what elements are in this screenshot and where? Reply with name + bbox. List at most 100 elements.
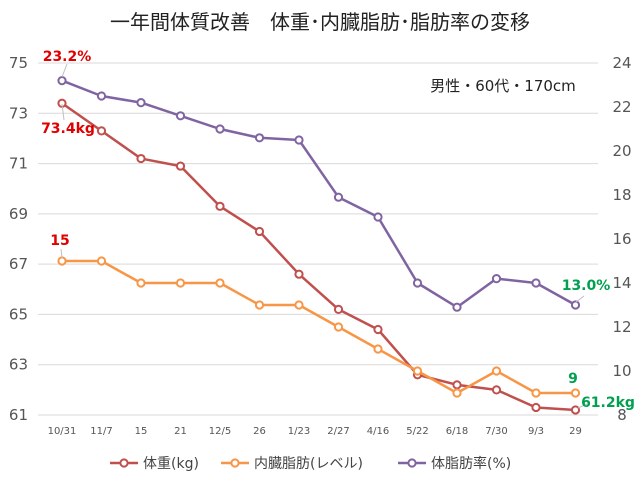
data-point-visceral — [254, 300, 265, 310]
data-point-weight — [254, 226, 265, 237]
data-point-bodyfat — [254, 133, 265, 143]
data-point-bodyfat — [412, 278, 423, 288]
x-tick-label: 6/18 — [446, 426, 468, 437]
x-tick-label: 1/23 — [288, 426, 310, 437]
data-point-visceral — [491, 366, 502, 376]
x-tick-label: 12/5 — [209, 426, 231, 437]
legend-marker-visceral — [230, 458, 240, 468]
data-point-visceral — [96, 256, 107, 266]
data-point-weight — [215, 201, 225, 211]
y-left-tick-label: 69 — [9, 205, 28, 223]
data-point-bodyfat — [96, 91, 107, 101]
x-axis: 10/31 11/7 15 21 12/5 26 1/23 2/27 4/16 5/22 6/18 7… — [48, 426, 582, 437]
data-point-visceral — [175, 278, 186, 288]
x-tick-label: 21 — [174, 426, 187, 437]
series-line-visceral — [62, 259, 576, 395]
y-left-tick-label: 73 — [9, 104, 28, 122]
y-right-tick-label: 24 — [612, 54, 631, 72]
data-point-weight — [570, 405, 581, 415]
chart-title: 一年間体質改善 体重･内臓脂肪･脂肪率の変移 — [110, 10, 530, 34]
y-right-tick-label: 20 — [612, 142, 631, 160]
x-tick-label: 4/16 — [367, 426, 389, 437]
data-point-bodyfat — [215, 124, 225, 134]
data-point-weight — [175, 161, 186, 171]
data-point-weight — [452, 380, 462, 390]
legend-marker-bodyfat — [407, 458, 417, 468]
legend-label-weight: 体重(kg) — [143, 456, 199, 472]
annotation-leader — [60, 248, 63, 259]
annotation-label: 73.4kg — [41, 121, 95, 137]
annotation-leader — [61, 103, 65, 121]
y-axis-left: 61 63 65 67 69 71 73 75 — [9, 54, 28, 424]
data-point-visceral — [570, 388, 581, 398]
data-point-bodyfat — [570, 300, 581, 310]
y-right-tick-label: 12 — [612, 318, 631, 336]
data-point-bodyfat — [333, 192, 344, 202]
legend-marker-weight — [119, 458, 129, 468]
series-line-bodyfat — [61, 79, 577, 309]
x-tick-label: 9/3 — [528, 426, 544, 437]
data-point-bodyfat — [373, 212, 383, 222]
data-point-bodyfat — [294, 135, 304, 145]
data-point-visceral — [136, 278, 146, 288]
data-point-visceral — [452, 388, 462, 398]
x-tick-label: 10/31 — [48, 426, 77, 437]
data-point-bodyfat — [57, 76, 67, 86]
data-point-visceral — [412, 366, 423, 376]
y-right-tick-label: 8 — [617, 406, 627, 424]
legend-label-visceral: 内臓脂肪(レベル) — [254, 456, 363, 472]
x-tick-label: 5/22 — [406, 426, 428, 437]
data-point-weight — [96, 126, 107, 136]
data-point-visceral — [531, 388, 541, 398]
chart-annotation-text: 男性・60代・170cm — [430, 77, 576, 95]
x-tick-label: 15 — [135, 426, 148, 437]
annotation-leader — [61, 63, 68, 78]
annotation-label: 15 — [50, 233, 69, 249]
y-axis-right: 8 10 12 14 16 18 20 22 24 — [612, 54, 631, 424]
y-left-tick-label: 67 — [9, 255, 28, 273]
annotation-label: 9 — [568, 371, 578, 387]
data-point-weight — [136, 153, 146, 164]
y-left-tick-label: 71 — [9, 155, 28, 173]
y-left-tick-label: 75 — [9, 54, 28, 72]
y-right-tick-label: 16 — [612, 230, 631, 248]
x-tick-label: 26 — [253, 426, 266, 437]
y-right-tick-label: 22 — [612, 98, 631, 116]
data-point-bodyfat — [452, 302, 462, 312]
legend-label-bodyfat: 体脂肪率(%) — [431, 455, 511, 472]
series-line-weight — [61, 102, 576, 412]
data-point-bodyfat — [136, 98, 146, 108]
data-point-weight — [373, 324, 383, 335]
data-point-visceral — [57, 256, 67, 266]
data-point-bodyfat — [531, 278, 541, 288]
series-layer — [57, 76, 581, 415]
data-point-visceral — [215, 278, 225, 288]
annotation-label: 23.2% — [43, 49, 92, 65]
data-point-bodyfat — [175, 111, 186, 121]
data-point-bodyfat — [491, 274, 502, 284]
annotation-leader — [575, 295, 585, 303]
y-left-tick-label: 61 — [9, 406, 28, 424]
data-point-weight — [531, 402, 541, 413]
data-point-weight — [294, 269, 304, 279]
data-point-visceral — [294, 300, 304, 310]
y-left-tick-label: 63 — [9, 356, 28, 374]
annotation-leader — [577, 403, 588, 409]
annotations: 23.2% 73.4kg 15 13.0% 961.2kg — [41, 49, 635, 411]
x-tick-label: 7/30 — [485, 426, 507, 437]
grid — [38, 62, 598, 416]
annotation-label: 61.2kg — [581, 395, 635, 411]
y-right-tick-label: 10 — [612, 362, 631, 380]
data-point-weight — [333, 304, 344, 314]
data-point-visceral — [373, 344, 383, 354]
legend: 体重(kg) 内臓脂肪(レベル) 体脂肪率(%) — [110, 455, 511, 472]
data-point-weight — [491, 385, 502, 395]
x-tick-label: 2/27 — [327, 426, 349, 437]
annotation-label: 13.0% — [562, 278, 611, 294]
y-right-tick-label: 18 — [612, 186, 631, 204]
x-tick-label: 11/7 — [90, 426, 112, 437]
data-point-visceral — [333, 322, 344, 332]
y-right-tick-label: 14 — [612, 274, 631, 292]
